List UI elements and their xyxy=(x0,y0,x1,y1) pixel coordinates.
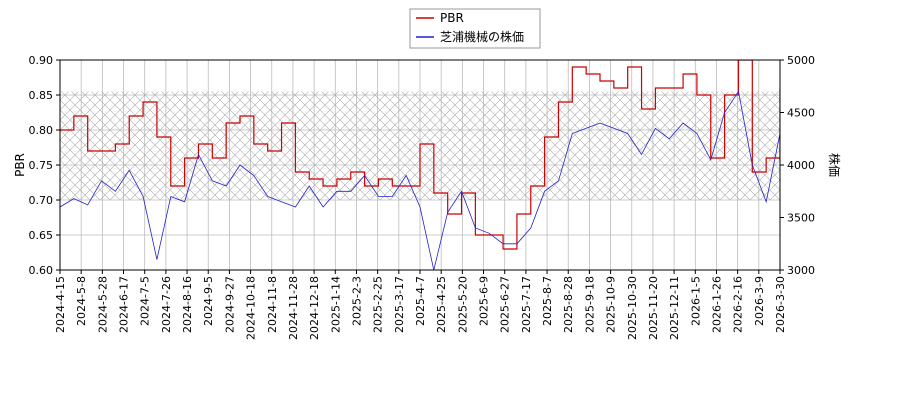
legend: PBR 芝浦機械の株価 xyxy=(409,8,541,49)
x-tick-label: 2025-12-11 xyxy=(668,276,681,340)
x-tick-label: 2025-7-17 xyxy=(520,276,533,333)
y-tick-label: 0.70 xyxy=(29,194,54,207)
legend-label-price: 芝浦機械の株価 xyxy=(440,29,524,44)
x-tick-label: 2025-4-25 xyxy=(435,276,448,333)
x-tick-label: 2024-4-15 xyxy=(54,276,67,333)
x-tick-label: 2025-9-18 xyxy=(583,276,596,333)
x-tick-label: 2024-8-16 xyxy=(181,276,194,333)
y2-tick-label: 4500 xyxy=(787,107,815,120)
series-layer xyxy=(60,60,780,270)
y2-tick-label: 3500 xyxy=(787,212,815,225)
x-tick-label: 2025-6-9 xyxy=(478,276,491,326)
x-tick-label: 2025-10-9 xyxy=(605,276,618,333)
y2-tick-label: 3000 xyxy=(787,264,815,277)
x-tick-label: 2026-2-16 xyxy=(732,276,745,333)
y-tick-label: 0.85 xyxy=(29,89,54,102)
y-axis-ticks: 0.60 0.65 0.70 0.75 0.80 0.85 0.90 xyxy=(29,54,60,277)
x-tick-label: 2024-9-5 xyxy=(202,276,215,326)
x-tick-label: 2026-1-5 xyxy=(689,276,702,326)
x-tick-label: 2025-11-20 xyxy=(647,276,660,340)
legend-box xyxy=(409,8,541,49)
x-tick-label: 2025-2-3 xyxy=(350,276,363,326)
x-tick-label: 2025-10-30 xyxy=(626,276,639,340)
x-axis-ticks: 2024-4-15 2024-5-8 2024-5-28 2024-6-17 2024-… xyxy=(54,270,787,340)
x-tick-label: 2024-11-8 xyxy=(266,276,279,333)
x-tick-label: 2024-7-26 xyxy=(160,276,173,333)
x-tick-label: 2025-3-17 xyxy=(393,276,406,333)
x-tick-label: 2026-3-30 xyxy=(774,276,787,333)
x-tick-label: 2025-5-20 xyxy=(456,276,469,333)
y2-axis-title: 株価 xyxy=(827,153,842,177)
legend-label-pbr: PBR xyxy=(440,11,464,25)
y-tick-label: 0.75 xyxy=(29,159,54,172)
x-tick-label: 2024-6-17 xyxy=(118,276,131,333)
y2-tick-label: 4000 xyxy=(787,159,815,172)
x-tick-label: 2024-5-28 xyxy=(96,276,109,333)
y-tick-label: 0.90 xyxy=(29,54,54,67)
y-tick-label: 0.80 xyxy=(29,124,54,137)
y-tick-label: 0.65 xyxy=(29,229,54,242)
series-line-pbr xyxy=(60,60,780,250)
x-tick-label: 2024-11-28 xyxy=(287,276,300,340)
x-tick-label: 2025-8-28 xyxy=(562,276,575,333)
x-tick-label: 2024-12-18 xyxy=(308,276,321,340)
x-tick-label: 2024-5-8 xyxy=(75,276,88,326)
x-tick-label: 2026-3-9 xyxy=(753,276,766,326)
x-tick-label: 2025-1-14 xyxy=(329,276,342,333)
y2-axis-ticks: 3000 3500 4000 4500 5000 xyxy=(780,54,815,277)
x-tick-label: 2024-7-5 xyxy=(139,276,152,326)
y2-tick-label: 5000 xyxy=(787,54,815,67)
x-tick-label: 2025-4-7 xyxy=(414,276,427,326)
y-tick-label: 0.60 xyxy=(29,264,54,277)
y-axis-title: PBR xyxy=(13,153,27,177)
x-tick-label: 2025-2-25 xyxy=(372,276,385,333)
x-tick-label: 2024-9-27 xyxy=(223,276,236,333)
x-tick-label: 2024-10-18 xyxy=(245,276,258,340)
x-tick-label: 2025-6-27 xyxy=(499,276,512,333)
x-tick-label: 2026-1-26 xyxy=(710,276,723,333)
x-tick-label: 2025-8-7 xyxy=(541,276,554,326)
series-line-price xyxy=(60,90,780,270)
